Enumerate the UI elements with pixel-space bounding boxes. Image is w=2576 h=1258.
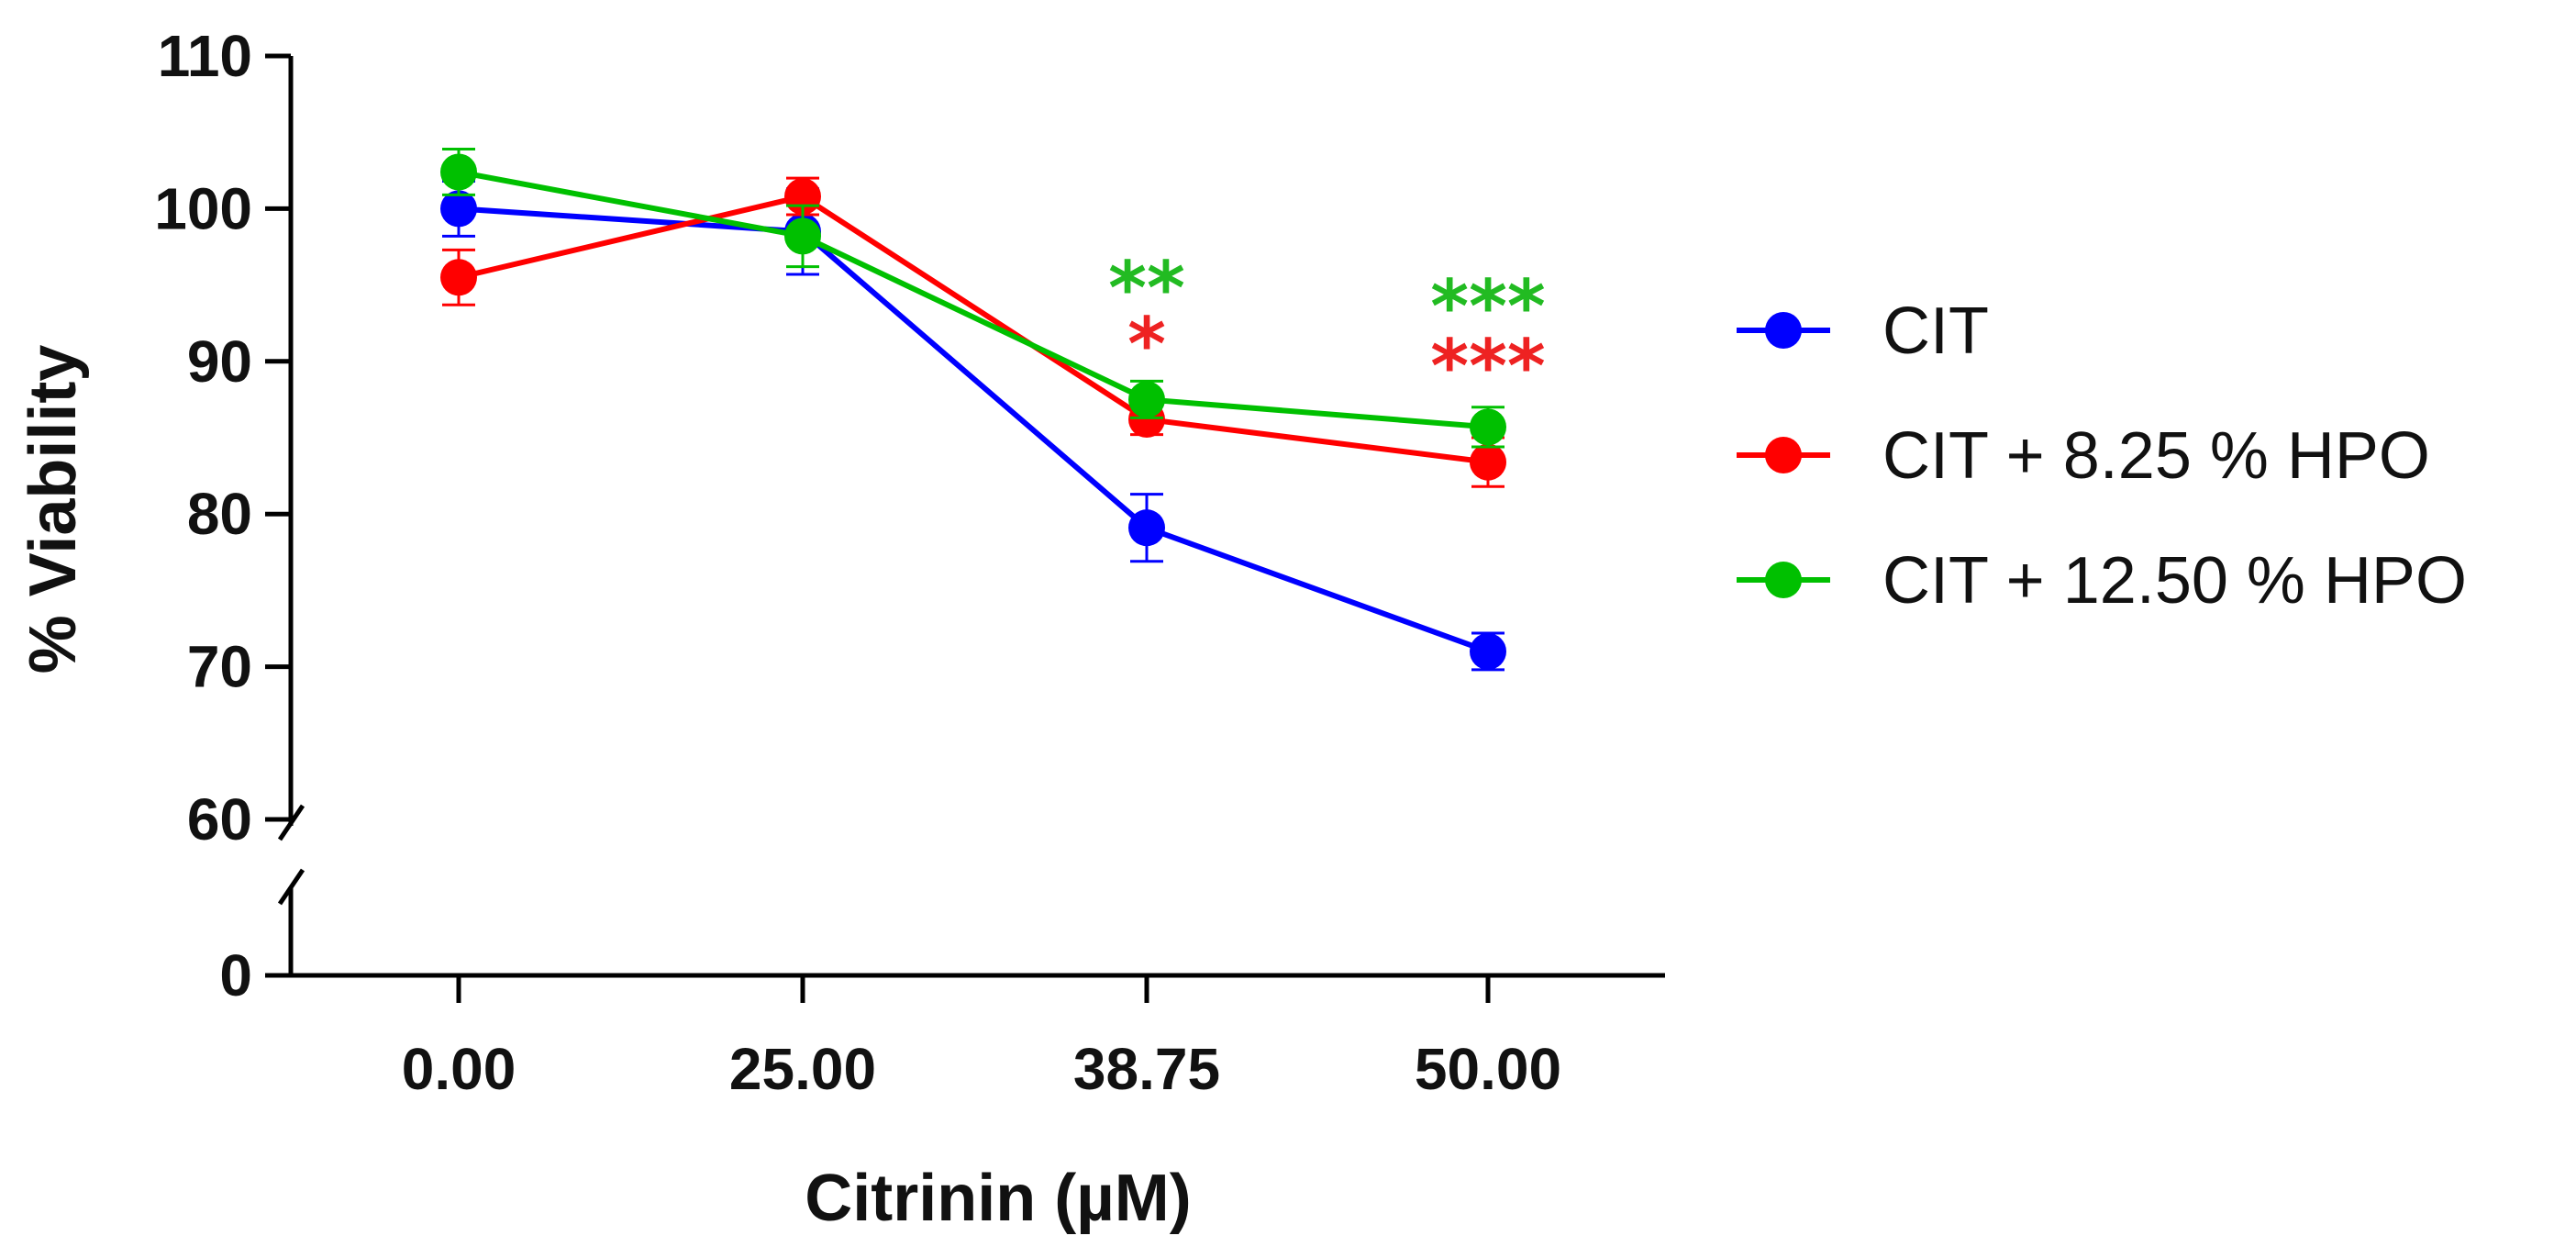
significance-marker: * — [1127, 302, 1166, 387]
y-axis-break-mark — [277, 868, 305, 906]
data-point — [1470, 632, 1506, 670]
legend-label: CIT + 12.50 % HPO — [1882, 544, 2467, 618]
x-axis-ticks: 0.00 25.00 38.75 50.00 — [402, 975, 1561, 1102]
y-tick-label: 0 — [219, 942, 252, 1008]
data-point — [440, 190, 477, 228]
x-axis-title: Citrinin (µM) — [805, 1162, 1191, 1235]
y-tick-label: 80 — [187, 481, 252, 547]
data-point — [1470, 443, 1506, 481]
significance-marker: *** — [1430, 324, 1546, 409]
series-line — [458, 194, 1489, 465]
legend-label: CIT + 8.25 % HPO — [1882, 419, 2430, 493]
data-point — [1128, 381, 1165, 418]
series-cit — [440, 179, 1506, 672]
y-tick-label: 100 — [154, 175, 252, 241]
series-layer — [440, 148, 1506, 672]
y-axis-break-mark — [277, 804, 305, 841]
axes — [277, 56, 1665, 978]
series-cit-8-25-hpo — [440, 176, 1506, 488]
legend-label: CIT — [1882, 295, 1989, 368]
x-tick-label: 38.75 — [1073, 1036, 1220, 1102]
x-tick-label: 25.00 — [729, 1036, 876, 1102]
data-point — [440, 153, 477, 191]
y-axis-title: % Viability — [17, 345, 90, 674]
legend-marker — [1765, 437, 1802, 473]
significance-marker: *** — [1430, 264, 1546, 350]
series-line — [458, 169, 1489, 430]
data-point — [784, 217, 821, 255]
y-tick-label: 110 — [158, 23, 252, 89]
data-point — [1470, 408, 1506, 446]
x-tick-label: 50.00 — [1415, 1036, 1561, 1102]
legend: CIT CIT + 8.25 % HPO CIT + 12.50 % HPO — [1737, 295, 2467, 618]
series-line — [458, 206, 1490, 654]
legend-marker — [1765, 312, 1802, 349]
legend-item-cit-8-25-hpo: CIT + 8.25 % HPO — [1737, 419, 2430, 493]
y-axis-ticks: 0 60 70 80 90 100 110 — [154, 23, 291, 1008]
series-cit-12-50-hpo — [440, 148, 1506, 449]
legend-item-cit: CIT — [1737, 295, 1989, 368]
data-point — [1128, 509, 1165, 547]
significance-annotations: *** ****** — [1108, 246, 1546, 409]
legend-item-cit-12-50-hpo: CIT + 12.50 % HPO — [1737, 544, 2467, 618]
y-tick-label: 60 — [187, 786, 252, 852]
legend-marker — [1765, 562, 1802, 598]
y-tick-label: 70 — [187, 634, 252, 700]
x-tick-label: 0.00 — [402, 1036, 516, 1102]
significance-marker: ** — [1108, 246, 1185, 331]
data-point — [440, 259, 477, 296]
y-tick-label: 90 — [187, 328, 252, 395]
